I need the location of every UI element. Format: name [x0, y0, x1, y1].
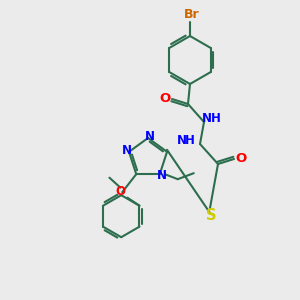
Text: Br: Br	[184, 8, 200, 22]
Text: O: O	[236, 152, 247, 164]
Text: N: N	[145, 130, 155, 143]
Text: N: N	[177, 134, 187, 148]
Text: S: S	[206, 208, 216, 224]
Text: O: O	[159, 92, 171, 104]
Text: O: O	[116, 185, 125, 198]
Text: NH: NH	[202, 112, 222, 125]
Text: H: H	[185, 134, 195, 148]
Text: N: N	[122, 144, 132, 157]
Text: N: N	[157, 169, 167, 182]
